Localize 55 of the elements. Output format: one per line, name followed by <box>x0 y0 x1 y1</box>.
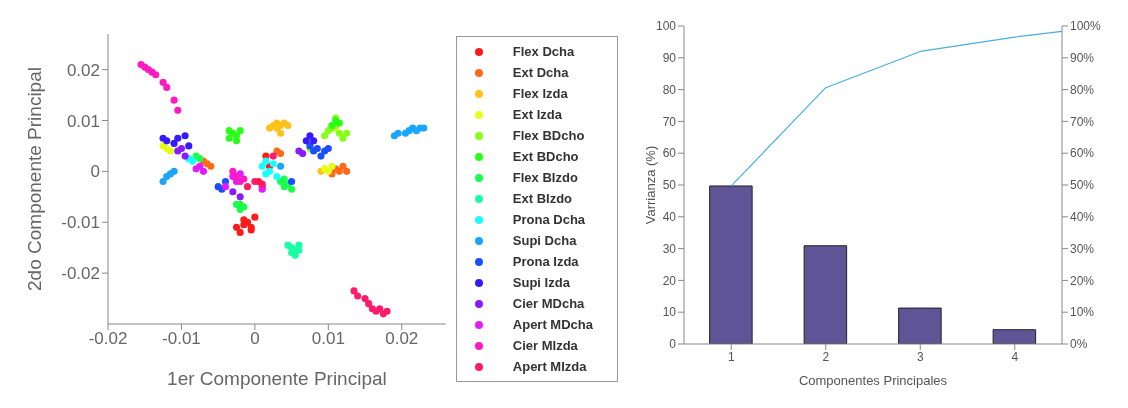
x-tick-label: 0.01 <box>311 329 345 349</box>
y2-tick-label: 0% <box>1070 337 1088 352</box>
legend-label: Supi Izda <box>512 275 570 290</box>
legend-label: Cier MDcha <box>512 296 585 311</box>
y-tick-label: 60 <box>662 146 677 161</box>
y-tick-label: -0.02 <box>61 264 100 284</box>
legend-label: Flex Izda <box>512 86 568 101</box>
y-tick-label: -0.01 <box>61 213 100 233</box>
y-tick-label: 0.02 <box>66 60 100 80</box>
legend-label: Flex BDcho <box>512 128 585 143</box>
legend-label: Ext BDcho <box>512 149 579 164</box>
y-tick-label: 90 <box>662 51 677 66</box>
y2-tick-label: 40% <box>1070 210 1095 225</box>
legend-label: Ext BIzdo <box>512 191 573 206</box>
y2-tick-label: 10% <box>1070 305 1095 320</box>
y2-tick-label: 80% <box>1070 82 1095 97</box>
x-tick-label: 4 <box>1011 349 1019 364</box>
y2-tick-label: 70% <box>1070 114 1095 129</box>
x-tick-label: 2 <box>822 349 830 364</box>
legend-label: Prona Dcha <box>512 212 586 227</box>
y-tick-label: 100 <box>655 19 677 34</box>
y2-tick-label: 30% <box>1070 241 1095 256</box>
y-tick-label: 10 <box>662 305 677 320</box>
legend-label: Flex BIzdo <box>512 170 578 185</box>
y2-tick-label: 60% <box>1070 146 1095 161</box>
y2-tick-label: 100% <box>1070 19 1102 34</box>
y-tick-label: 40 <box>662 210 677 225</box>
y-axis-title: 2do Componente Principal <box>23 67 45 291</box>
legend-label: Supi Dcha <box>512 233 577 248</box>
x-tick-label: 0.02 <box>385 329 419 349</box>
legend-label: Apert MDcha <box>512 317 593 332</box>
y-tick-label: 80 <box>662 82 677 97</box>
legend-label: Flex Dcha <box>512 44 575 59</box>
x-tick-label: -0.01 <box>162 329 201 349</box>
legend-label: Apert MIzda <box>512 359 587 374</box>
x-tick-label: 3 <box>916 349 924 364</box>
x-tick-label: 0 <box>250 329 260 349</box>
x-tick-label: 1 <box>727 349 735 364</box>
legend-label: Cier MIzda <box>512 338 578 353</box>
y2-tick-label: 90% <box>1070 51 1095 66</box>
legend-label: Ext Izda <box>512 107 562 122</box>
y-tick-label: 50 <box>662 178 677 193</box>
y-tick-label: 20 <box>662 273 677 288</box>
x-axis-title: Componentes Principales <box>798 373 948 389</box>
x-tick-label: -0.02 <box>88 329 128 349</box>
legend-label: Ext Dcha <box>512 65 569 80</box>
y-tick-label: 70 <box>662 114 677 129</box>
x-axis-title: 1er Componente Principal <box>167 368 387 390</box>
legend-label: Prona Izda <box>512 254 579 269</box>
y-tick-label: 30 <box>662 241 677 256</box>
y2-tick-label: 50% <box>1070 178 1095 193</box>
y-tick-label: 0.01 <box>66 111 100 131</box>
y-axis-title: Varrianza (%) <box>642 145 658 225</box>
y-tick-label: 0 <box>90 162 100 182</box>
y2-tick-label: 20% <box>1070 273 1095 288</box>
